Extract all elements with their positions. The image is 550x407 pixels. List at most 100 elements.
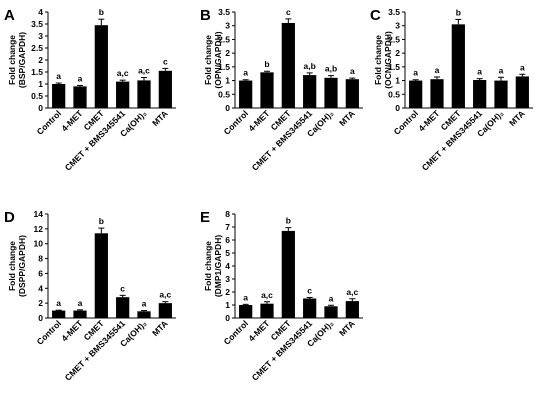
bar [303,75,317,108]
y-tick-label: 8 [225,209,230,219]
bar [116,297,130,318]
y-tick-label: 2 [38,298,43,308]
x-tick-label: 4-MET [59,318,85,344]
bar [158,70,172,108]
y-tick-label: 1 [225,76,230,86]
y-tick-label: 3 [225,274,230,284]
bar [260,303,274,318]
x-tick-label-group: MTA [150,108,170,128]
x-tick-label-group: 4-MET [59,108,85,134]
significance-label: a,c [117,68,129,78]
x-tick-label: 4-MET [59,108,85,134]
bar [430,79,444,108]
y-tick-label: 12 [34,224,44,234]
bar [239,80,253,108]
y-tick-label: 7 [225,222,230,232]
y-axis-title-line1: Fold change [7,35,17,85]
x-tick-label: MTA [150,108,170,128]
y-tick-label: 3 [225,21,230,31]
bar [73,310,87,318]
y-tick-label: 14 [34,209,44,219]
bar [73,86,87,108]
significance-label: b [286,216,291,226]
bar [158,303,172,318]
x-tick-label: MTA [507,108,527,128]
y-axis-title-line1: Fold change [7,241,17,291]
chart-panel-b: B Fold change (OPN/GAPDH) 0 0.5 1 1.5 2 2.5 3 3.5 a… [200,7,363,173]
y-tick-label: 0 [395,103,400,113]
y-tick-label: 2.5 [388,34,400,44]
y-tick-label: 0.5 [31,91,43,101]
bar [94,233,108,318]
x-tick-label-group: 4-MET [246,108,272,134]
bar [239,305,253,318]
y-axis-title-line2: (OCN/GAPDH) [383,31,393,89]
y-axis-title: Fold change (DSPP/GAPDH) [7,235,27,297]
significance-label: a [56,298,61,308]
x-tick-label-group: 4-MET [416,108,442,134]
x-tick-label-group: MTA [150,318,170,338]
bar [345,79,359,108]
significance-label: b [456,7,461,17]
y-tick-label: 3.5 [218,7,230,17]
significance-label: a [243,292,248,302]
y-axis-title: Fold change (OPN/GAPDH) [203,31,223,88]
x-tick-label: MTA [150,318,170,338]
y-axis-title-line2: (BSP/GAPDH) [17,32,27,88]
bar [515,76,529,108]
x-tick-label-group: 4-MET [59,318,85,344]
y-tick-label: 5 [225,248,230,258]
bar [116,81,130,108]
significance-label: a,c [138,66,150,76]
y-tick-label: 3 [38,31,43,41]
x-tick-label-group: 4-MET [246,318,272,344]
significance-label: a [78,298,83,308]
significance-label: b [99,7,104,17]
y-tick-label: 10 [34,239,44,249]
y-axis-title-line1: Fold change [203,35,213,85]
bar [281,22,295,108]
y-tick-label: 3 [395,21,400,31]
y-tick-label: 0 [225,103,230,113]
chart-panel-a: A Fold change (BSP/GAPDH) 0 0.5 1 1.5 2 2.5 3 3.5 4… [4,7,176,173]
y-tick-label: 2 [395,48,400,58]
y-axis-title-line2: (DMP1/GAPDH) [213,235,223,298]
significance-label: a [56,71,61,81]
significance-label: a [435,65,440,75]
y-tick-label: 2.5 [31,43,43,53]
panel-label: A [4,7,15,24]
significance-label: a,c [346,287,358,297]
significance-label: a,b [325,64,337,74]
y-axis-title: Fold change (DMP1/GAPDH) [203,235,223,298]
y-tick-label: 4 [38,7,43,17]
significance-label: a [499,65,504,75]
bar [137,80,151,108]
y-tick-label: 0.5 [388,89,400,99]
significance-label: a [350,66,355,76]
bar [345,301,359,318]
bar [324,306,338,318]
x-tick-label-group: MTA [337,318,357,338]
y-axis-title: Fold change (BSP/GAPDH) [7,32,27,88]
y-tick-label: 1.5 [31,67,43,77]
significance-label: a [477,67,482,77]
y-tick-label: 6 [38,268,43,278]
significance-label: a,c [159,290,171,300]
y-tick-label: 4 [225,261,230,271]
y-tick-label: 0 [38,313,43,323]
bar [137,311,151,318]
significance-label: c [163,56,168,66]
y-tick-label: 3.5 [388,7,400,17]
y-tick-label: 1.5 [388,62,400,72]
x-tick-label: MTA [337,318,357,338]
y-axis-title-line1: Fold change [373,35,383,85]
y-tick-label: 0.5 [218,89,230,99]
y-tick-label: 1.5 [218,62,230,72]
y-tick-label: 0 [38,103,43,113]
y-tick-label: 1 [395,76,400,86]
y-tick-label: 2.5 [218,34,230,44]
significance-label: a,b [304,61,316,71]
y-tick-label: 6 [225,235,230,245]
